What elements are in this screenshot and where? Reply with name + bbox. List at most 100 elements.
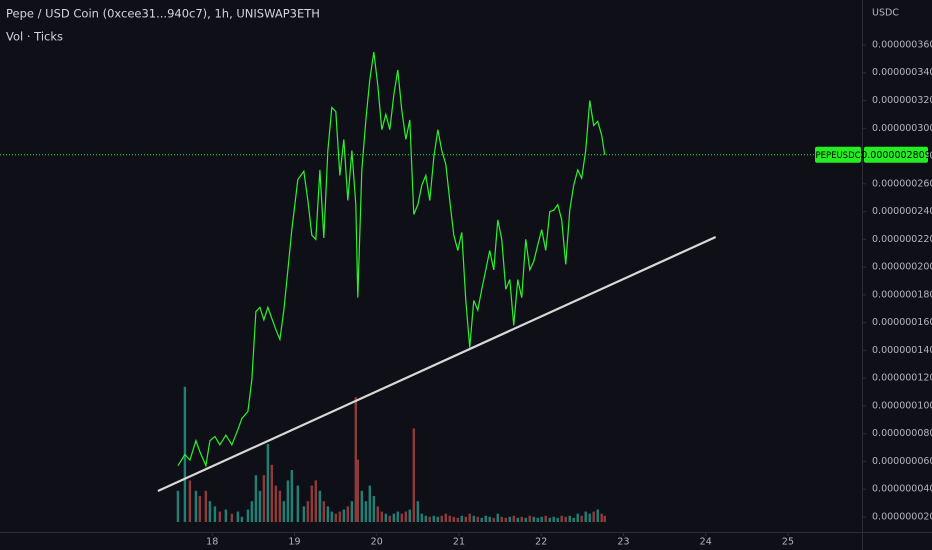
volume-bar: [204, 490, 208, 522]
volume-bar: [334, 513, 338, 522]
volume-bar: [230, 513, 234, 522]
volume-bar: [188, 480, 192, 522]
y-tick-label: 0.0000001800: [872, 289, 932, 300]
volume-bar: [584, 511, 587, 522]
volume-bar: [270, 464, 274, 522]
volume-bar: [536, 517, 539, 522]
volume-bar: [516, 517, 519, 522]
volume-bar: [318, 490, 322, 522]
volume-bar: [350, 501, 354, 522]
volume-bar: [360, 490, 364, 522]
volume-bar: [476, 516, 480, 522]
volume-bar: [540, 516, 543, 522]
volume-bar: [286, 480, 290, 522]
volume-bar: [416, 501, 420, 522]
volume-bar: [528, 515, 531, 522]
volume-bar: [464, 516, 467, 522]
volume-bar: [330, 511, 334, 522]
price-line: [177, 51, 606, 468]
volume-bar: [364, 501, 368, 522]
y-tick-label: 0.0000001000: [872, 400, 932, 411]
volume-bar: [392, 513, 396, 522]
volume-bar: [512, 515, 515, 522]
volume-bar: [412, 428, 416, 522]
volume-bar: [346, 506, 350, 522]
volume-bar: [278, 490, 282, 522]
volume-bar: [240, 516, 244, 522]
volume-bar: [544, 515, 547, 522]
x-tick-label: 22: [535, 537, 547, 548]
volume-bar: [452, 516, 455, 522]
y-tick-label: 0.0000001400: [872, 345, 932, 356]
volume-bar: [254, 475, 258, 522]
volume-bar: [572, 517, 575, 522]
volume-bar: [592, 511, 595, 522]
volume-bar: [444, 513, 448, 522]
volume-bar: [380, 511, 384, 522]
volume-bar: [424, 515, 428, 522]
volume-bar: [262, 475, 266, 522]
volume-bar: [274, 485, 278, 522]
volume-bar: [208, 501, 212, 522]
x-tick-label: 23: [617, 537, 629, 548]
volume-bar: [468, 513, 471, 522]
volume-bar: [504, 517, 507, 522]
x-tick-label: 24: [700, 537, 712, 548]
volume-bar: [296, 485, 300, 522]
volume-bar: [400, 513, 404, 522]
volume-bar: [556, 517, 559, 522]
y-tick-label: 0.0000000400: [872, 484, 932, 495]
volume-bar: [218, 511, 222, 522]
y-tick-label: 0.0000003200: [872, 95, 932, 106]
volume-bar: [236, 511, 240, 522]
y-tick-label: 0.0000002400: [872, 206, 932, 217]
volume-bar: [384, 513, 388, 522]
volume-bar: [213, 506, 217, 522]
y-axis-label: USDC: [872, 8, 899, 19]
x-tick-label: 18: [206, 537, 218, 548]
volume-bar: [603, 515, 606, 522]
volume-bar: [290, 470, 294, 522]
volume-bar: [306, 501, 310, 522]
volume-bar: [472, 515, 475, 522]
y-tick-label: 0.0000002600: [872, 178, 932, 189]
x-tick-label: 21: [453, 537, 465, 548]
volume-bar: [404, 511, 408, 522]
volume-bar: [388, 515, 391, 522]
volume-bar: [282, 501, 286, 522]
volume-bar: [456, 517, 460, 522]
volume-bar: [532, 516, 535, 522]
volume-bar: [564, 516, 567, 522]
volume-bar: [576, 513, 579, 522]
volume-bar: [580, 515, 583, 522]
volume-bar: [600, 513, 603, 522]
trendline: [157, 235, 717, 493]
volume-legend: Vol · Ticks: [6, 30, 63, 44]
volume-bar: [368, 485, 372, 522]
y-tick-label: 0.0000002200: [872, 234, 932, 245]
volume-bar: [198, 496, 202, 522]
last-price-label: 0.0000002809: [861, 150, 931, 161]
volume-bar: [246, 509, 250, 522]
last-price-badge: [864, 146, 928, 163]
chart-title: Pepe / USD Coin (0xcee31...940c7), 1h, U…: [6, 7, 320, 21]
volume-bar: [194, 490, 198, 522]
volume-bar: [460, 515, 463, 522]
volume-bar: [480, 517, 483, 522]
volume-bar: [250, 501, 254, 522]
volume-bar: [314, 480, 318, 522]
volume-bar: [548, 517, 551, 522]
volume-bar: [326, 506, 330, 522]
volume-bar: [500, 516, 503, 522]
symbol-badge: [815, 146, 861, 163]
x-tick-label: 25: [782, 537, 794, 548]
volume-bar: [408, 509, 411, 522]
volume-bar: [552, 516, 555, 522]
volume-bar: [596, 509, 599, 522]
volume-bar: [432, 515, 435, 522]
volume-bar: [568, 515, 571, 522]
volume-bar: [492, 517, 495, 522]
volume-bar: [258, 490, 262, 522]
